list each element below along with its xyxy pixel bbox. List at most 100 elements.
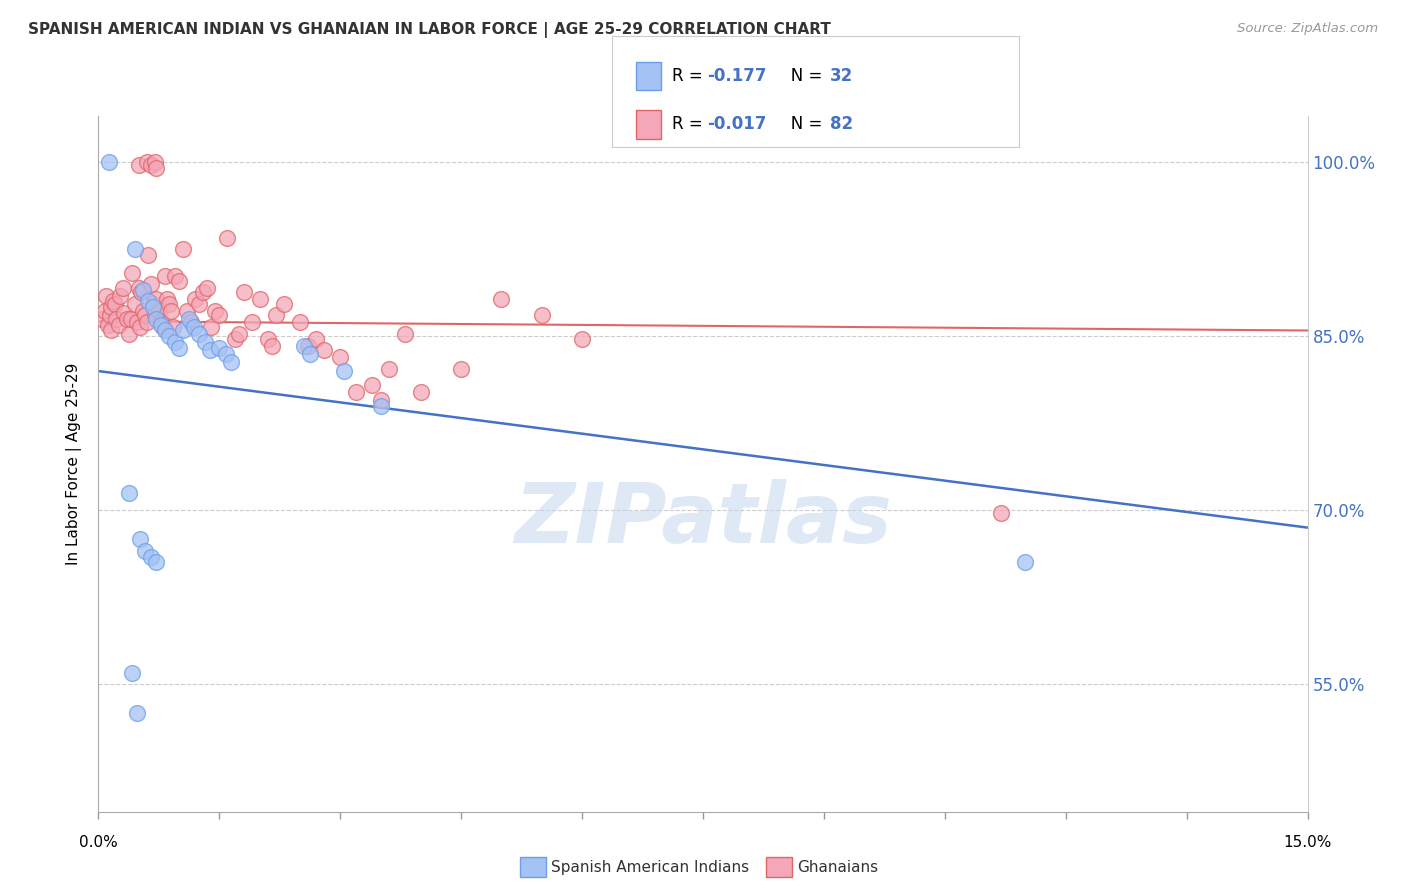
Point [129,285,152,300]
Point [127,315,149,329]
Point [228,326,250,341]
Text: 0.0%: 0.0% [79,836,118,850]
Point [409,384,432,399]
Point [111,280,134,294]
Point [215,346,238,360]
Point [188,326,211,341]
Point [288,315,311,329]
Point [163,334,186,349]
Point [108,288,131,302]
Point [450,361,472,376]
Point [256,332,278,346]
Text: R =: R = [672,115,709,133]
Point [112,306,135,320]
Point [139,549,162,564]
Point [333,364,356,378]
Point [138,248,160,262]
Point [370,392,392,407]
Point [183,320,205,334]
Point [344,384,367,399]
Point [97,155,120,169]
Point [145,555,167,569]
Text: 15.0%: 15.0% [1284,836,1331,850]
Text: ZIPatlas: ZIPatlas [515,479,891,560]
Point [167,341,190,355]
Point [127,706,149,721]
Point [101,294,124,309]
Point [180,315,202,329]
Point [107,318,129,332]
Point [132,303,155,318]
Point [162,320,184,334]
Text: Source: ZipAtlas.com: Source: ZipAtlas.com [1237,22,1378,36]
Point [145,312,167,326]
Point [157,329,180,343]
Point [167,274,190,288]
Point [361,378,384,392]
Point [232,285,254,300]
Point [394,326,416,341]
Point [128,158,150,172]
Point [273,297,295,311]
Point [177,312,200,326]
Point [143,155,166,169]
Point [128,280,150,294]
Text: 82: 82 [830,115,852,133]
Text: N =: N = [775,67,827,85]
Point [150,315,173,329]
Point [91,312,114,326]
Point [139,158,162,172]
Point [204,303,226,318]
Point [121,665,143,680]
Point [153,268,176,283]
Point [145,161,167,176]
Point [370,399,392,413]
Point [260,338,283,352]
Point [96,288,118,302]
Point [221,355,243,369]
Point [115,312,138,326]
Text: Ghanaians: Ghanaians [797,860,879,874]
Point [143,309,166,323]
Point [1014,555,1036,569]
Point [172,324,194,338]
Point [97,318,120,332]
Text: -0.177: -0.177 [707,67,766,85]
Point [121,265,143,279]
Point [139,277,162,291]
Point [145,292,167,306]
Point [153,324,176,338]
Point [193,285,215,300]
Point [142,300,165,315]
Point [128,320,150,334]
Point [163,268,186,283]
Point [200,320,222,334]
Point [249,292,271,306]
Point [329,350,352,364]
Point [120,312,142,326]
Point [172,242,194,256]
Point [292,338,315,352]
Point [160,303,183,318]
Text: -0.017: -0.017 [707,115,766,133]
Point [264,309,287,323]
Point [184,292,207,306]
Point [124,242,146,256]
Point [176,303,198,318]
Point [118,485,141,500]
Point [100,300,122,315]
Point [240,315,263,329]
Point [990,506,1012,520]
Text: R =: R = [672,67,709,85]
Point [224,332,246,346]
Point [314,343,336,358]
Point [571,332,593,346]
Point [208,309,231,323]
Point [188,297,211,311]
Point [135,315,157,329]
Text: N =: N = [775,115,827,133]
Point [195,280,218,294]
Point [217,230,239,244]
Point [150,318,173,332]
Text: 32: 32 [830,67,853,85]
